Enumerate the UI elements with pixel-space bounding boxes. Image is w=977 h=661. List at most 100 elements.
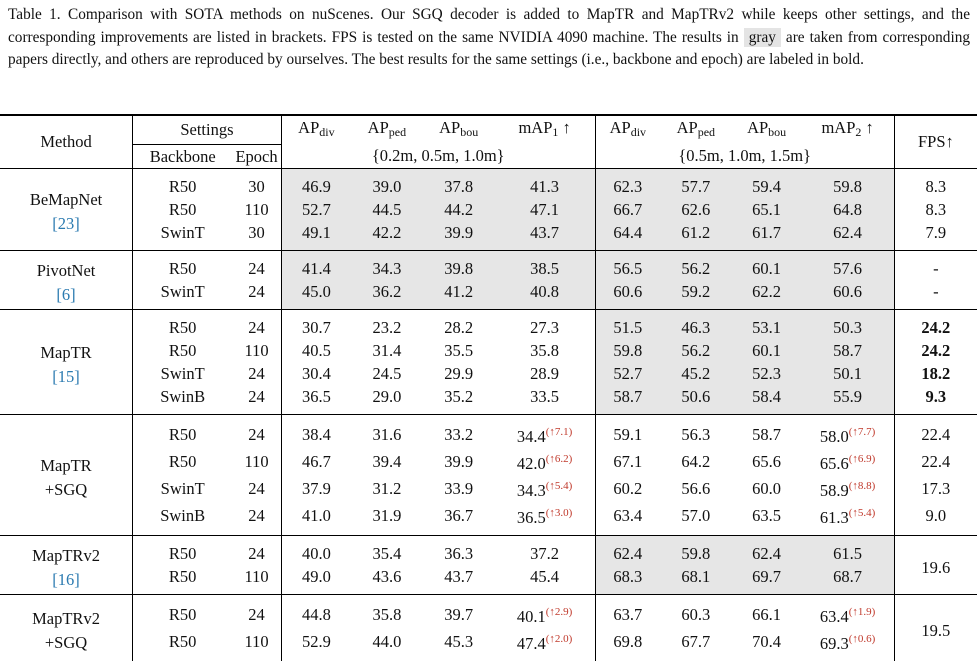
header-settings: Settings (132, 114, 282, 145)
g1-value: 40.1(↑2.9) (494, 593, 596, 628)
g1-value: 42.2 (351, 220, 423, 250)
g1-value: 35.4 (351, 534, 423, 565)
table-row: SwinT 24 37.9 31.2 33.9 34.3(↑5.4) 60.2 56.6 60.… (0, 474, 977, 502)
fps-value: - (893, 249, 977, 280)
g2-value: 46.3 (659, 308, 732, 339)
g2-value: 52.3 (731, 361, 802, 385)
header-g1-col: APped (351, 114, 423, 144)
citation-link[interactable]: [16] (52, 569, 80, 589)
g2-value: 63.5 (752, 505, 782, 525)
epoch-cell: 24 (232, 413, 282, 448)
g1-value: 41.4 (280, 249, 352, 280)
g1-value: 33.9 (444, 478, 474, 498)
g2-value: 59.1 (594, 413, 660, 448)
g2-value: 61.3(↑5.4) (819, 506, 876, 527)
header-g2-col: APbou (731, 114, 802, 144)
g2-value: 63.4 (594, 501, 660, 535)
header-g2-col: APped (659, 114, 732, 144)
g1-value: 37.9 (280, 474, 352, 502)
epoch-cell: 24 (248, 478, 265, 498)
g1-value: 27.3 (494, 308, 596, 339)
header-g1-col: APbou (422, 114, 495, 144)
g1-value: 44.8 (280, 593, 352, 628)
backbone-cell: R50 (132, 447, 233, 475)
improvement-badge: (↑2.9) (545, 605, 573, 618)
header-g1-col: APdiv (280, 114, 352, 144)
method-label: MapTR (40, 342, 92, 362)
g1-value: 42.0(↑6.2) (516, 452, 573, 473)
method-label: BeMapNet (29, 190, 103, 209)
citation-link[interactable]: [6] (56, 284, 76, 304)
table-row: SwinT 24 30.4 24.5 29.9 28.9 52.7 45.2 52.3 50.1 1… (0, 361, 977, 385)
improvement-badge: (↑7.7) (848, 425, 876, 438)
g1-value: 46.7 (280, 447, 352, 475)
comparison-table: Method Settings APdiv APped APbou mAP1 ↑ APdiv… (0, 114, 977, 661)
improvement-badge: (↑0.6) (848, 632, 876, 645)
caption-gray-sample: gray (743, 27, 781, 47)
g2-value: 59.4 (731, 167, 802, 198)
citation-link[interactable]: [23] (52, 214, 80, 233)
fps-value: 19.5 (893, 593, 977, 661)
g2-value: 62.6 (659, 197, 732, 221)
g1-value: 40.5 (280, 338, 352, 362)
header-method: Method (0, 114, 133, 168)
g1-value: 39.9 (444, 451, 474, 471)
g2-value: 62.4 (801, 220, 895, 250)
table-row: R50 110 52.7 44.5 44.2 47.1 66.7 62.6 65.1 64.8 8.… (0, 197, 977, 221)
g1-value: 28.9 (530, 363, 560, 383)
g2-value: 57.6 (801, 249, 895, 280)
g2-value: 60.6 (801, 279, 895, 309)
backbone-cell: R50 (132, 197, 233, 221)
g1-value: 34.3(↑5.4) (516, 479, 573, 500)
citation-link[interactable]: [15] (52, 366, 80, 386)
fps-value: 18.2 (893, 361, 977, 385)
header-epoch: Epoch (235, 146, 278, 166)
g2-value: 52.7 (594, 361, 660, 385)
backbone-cell: R50 (132, 564, 233, 594)
g1-value: 36.5 (280, 384, 352, 414)
g2-value: 60.3 (659, 593, 732, 628)
g2-value: 62.4 (594, 534, 660, 565)
g1-value: 40.8 (494, 279, 596, 309)
epoch-cell: 30 (232, 167, 282, 198)
g2-value: 69.8 (594, 627, 660, 661)
g2-value: 64.8 (801, 197, 895, 221)
g2-value: 59.2 (659, 279, 732, 309)
g2-value: 50.6 (659, 384, 732, 414)
g1-value: 39.0 (351, 167, 423, 198)
improvement-badge: (↑6.9) (848, 452, 876, 465)
improvement-badge: (↑8.8) (848, 479, 876, 492)
epoch-cell: 110 (244, 566, 269, 586)
fps-value: 24.2 (893, 338, 977, 362)
g2-value: 62.4 (731, 534, 802, 565)
method-label: MapTRv2 (32, 608, 100, 628)
improvement-badge: (↑7.1) (545, 425, 573, 438)
g2-value: 56.6 (681, 478, 711, 498)
g2-value: 60.1 (731, 338, 802, 362)
g1-value: 39.9 (422, 220, 495, 250)
header-g2-thresholds: {0.5m, 1.0m, 1.5m} (594, 144, 895, 168)
backbone-cell: R50 (132, 593, 233, 628)
g2-value: 60.6 (594, 279, 660, 309)
g1-value: 38.4 (280, 413, 352, 448)
improvement-badge: (↑5.4) (848, 506, 876, 519)
table-row: MapTR +SGQ R50 24 38.4 31.6 33.2 34.4(↑7.1) 59.1… (0, 413, 977, 535)
g2-value: 62.3 (594, 167, 660, 198)
g2-value: 58.7 (801, 338, 895, 362)
g1-value: 41.0 (280, 501, 352, 535)
g2-value: 68.3 (594, 564, 660, 594)
table-row: MapTRv2 [16] R50 24 40.0 35.4 36.3 37.2 62.4 59.8… (0, 534, 977, 594)
g2-value: 68.1 (659, 564, 732, 594)
g1-value: 24.5 (372, 363, 402, 383)
g1-value: 44.2 (422, 197, 495, 221)
g1-value: 45.3 (444, 631, 474, 651)
epoch-cell: 110 (244, 199, 269, 219)
g2-value: 56.2 (659, 338, 732, 362)
g2-value: 50.3 (801, 308, 895, 339)
g2-value: 57.7 (659, 167, 732, 198)
table-row: R50 110 52.9 44.0 45.3 47.4(↑2.0) 69.8 67.7 70.4… (0, 627, 977, 661)
g1-value: 47.4(↑2.0) (516, 632, 573, 653)
g2-value: 63.7 (594, 593, 660, 628)
table-row: SwinT 24 45.0 36.2 41.2 40.8 60.6 59.2 62.2 60.6- (0, 279, 977, 309)
fps-value: 9.0 (893, 501, 977, 535)
